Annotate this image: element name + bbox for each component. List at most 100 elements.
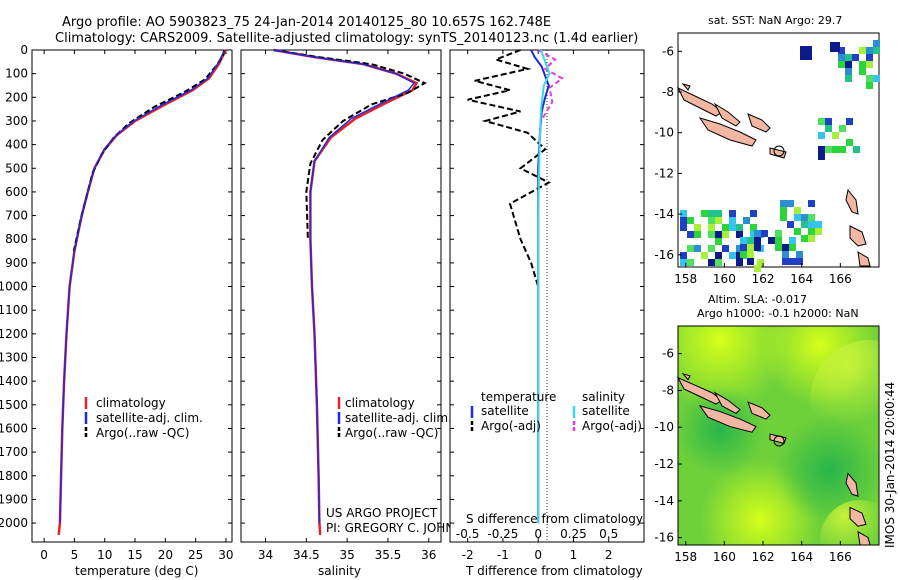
sst-cell (825, 125, 832, 132)
sst-cell (846, 118, 853, 125)
lon-tick-label: 166 (829, 272, 852, 286)
island (857, 530, 871, 546)
sst-cell (750, 210, 757, 217)
sst-cell (708, 210, 715, 217)
sst-cell (873, 40, 880, 47)
sst-cell (866, 75, 873, 82)
sst-cell (853, 146, 860, 153)
sst-cell (780, 200, 787, 207)
difference-lines (467, 49, 565, 524)
depth-tick-label: 1500 (0, 398, 28, 412)
x-tick-label: 0 (40, 548, 48, 562)
depth-tick-label: 700 (5, 209, 28, 223)
legend-t-argo: Argo(-adj) (481, 419, 541, 433)
sst-data-cells (680, 40, 880, 272)
depth-tick-label: 900 (5, 256, 28, 270)
sst-cell (715, 238, 722, 245)
sst-cell (740, 244, 747, 251)
sst-cell (846, 139, 853, 146)
salinity-lines (273, 48, 427, 535)
sst-cell (736, 259, 743, 266)
sla-map-ticks: 158 160 162 164 166 -6 -8 -10 -12 -14 -16 (654, 347, 851, 564)
sst-cell (715, 259, 722, 266)
island (849, 225, 867, 247)
pi-label: PI: GREGORY C. JOHNSON (326, 521, 480, 535)
sst-argo-location-marker (773, 145, 785, 157)
sst-cell (796, 258, 803, 265)
depth-tick-label: 1400 (0, 374, 28, 388)
lat-tick-label: -16 (654, 531, 674, 545)
depth-ticks: 0 100 200 300 400 500 600 700 800 900 1000 1100 1200… (0, 43, 232, 530)
sst-cell (808, 221, 815, 228)
sst-cell (832, 146, 839, 153)
depth-tick-label: 600 (5, 185, 28, 199)
sst-cell (747, 244, 754, 251)
sst-cell (736, 252, 743, 259)
lon-tick-label: 164 (790, 550, 813, 564)
temperature-ticks: 0 5 10 15 20 25 30 (40, 50, 234, 562)
sla-map-title-2: Argo h1000: -0.1 h2000: NaN (697, 307, 859, 320)
sst-cell (747, 258, 754, 265)
temperature-axes (31, 49, 233, 543)
sst-cell (782, 258, 789, 265)
sst-cell (818, 118, 825, 125)
depth-tick-label: 1900 (0, 492, 28, 506)
island (747, 113, 771, 133)
island (681, 83, 691, 91)
sst-cell (808, 200, 815, 207)
sst-cell (754, 237, 761, 244)
x-tick-label: 10 (97, 548, 112, 562)
t-diff-tick-label: 0 (534, 548, 542, 562)
lon-tick-label: 160 (713, 550, 736, 564)
lat-tick-label: -12 (654, 457, 674, 471)
difference-depth-ticks (450, 49, 644, 524)
salinity-legend-satellite: satellite-adj. clim. (345, 411, 452, 425)
sst-cell (722, 224, 729, 231)
sst-cell (687, 217, 694, 224)
sst-cell (775, 237, 782, 244)
legend-t-satellite: satellite (481, 404, 529, 418)
lat-tick-label: -10 (654, 420, 674, 434)
sst-cell (794, 214, 801, 221)
sla-land (676, 373, 871, 546)
sst-cell (794, 228, 801, 235)
sst-cell (789, 237, 796, 244)
sst-cell (680, 210, 687, 217)
lon-tick-label: 162 (752, 550, 775, 564)
t-argo-diff-line (467, 49, 551, 287)
sla-argo-location-marker (773, 435, 785, 447)
island (845, 472, 859, 497)
legend-climatology: climatology (96, 396, 166, 410)
salinity-ticks: 34 34.5 35 35.5 36 (258, 50, 436, 562)
depth-tick-label: 2000 (0, 516, 28, 530)
sst-cell (754, 265, 761, 272)
island (681, 373, 691, 381)
x-tick-label: 35.5 (375, 548, 402, 562)
depth-tick-label: 100 (5, 67, 28, 81)
lat-tick-label: -8 (662, 85, 674, 99)
lon-tick-label: 164 (790, 272, 813, 286)
sst-cell (794, 207, 801, 214)
title-line-1: Argo profile: AO 5903823_75 24-Jan-2014 … (62, 15, 551, 30)
sst-cell (808, 235, 815, 242)
sst-cell (787, 221, 794, 228)
s-diff-tick-label: 0.25 (560, 527, 587, 541)
sst-cell (775, 244, 782, 251)
depth-tick-label: 1700 (0, 445, 28, 459)
sst-cell (873, 75, 880, 82)
temperature-diff-ticks: -2 -1 0 1 2 (462, 538, 613, 562)
s-satellite-diff-line (537, 49, 551, 524)
sst-cell (818, 146, 825, 153)
x-tick-label: 5 (71, 548, 79, 562)
sst-cell (775, 230, 782, 237)
sla-low-w (678, 385, 765, 475)
sst-cell (736, 245, 743, 252)
island (698, 405, 757, 433)
sst-cell (859, 68, 866, 75)
island (676, 376, 723, 405)
x-tick-label: 15 (127, 548, 142, 562)
timestamp-label: IMOS 30-Jan-2014 20:00:44 (883, 382, 897, 548)
t-diff-tick-label: 1 (570, 548, 578, 562)
sst-cell (845, 68, 852, 75)
